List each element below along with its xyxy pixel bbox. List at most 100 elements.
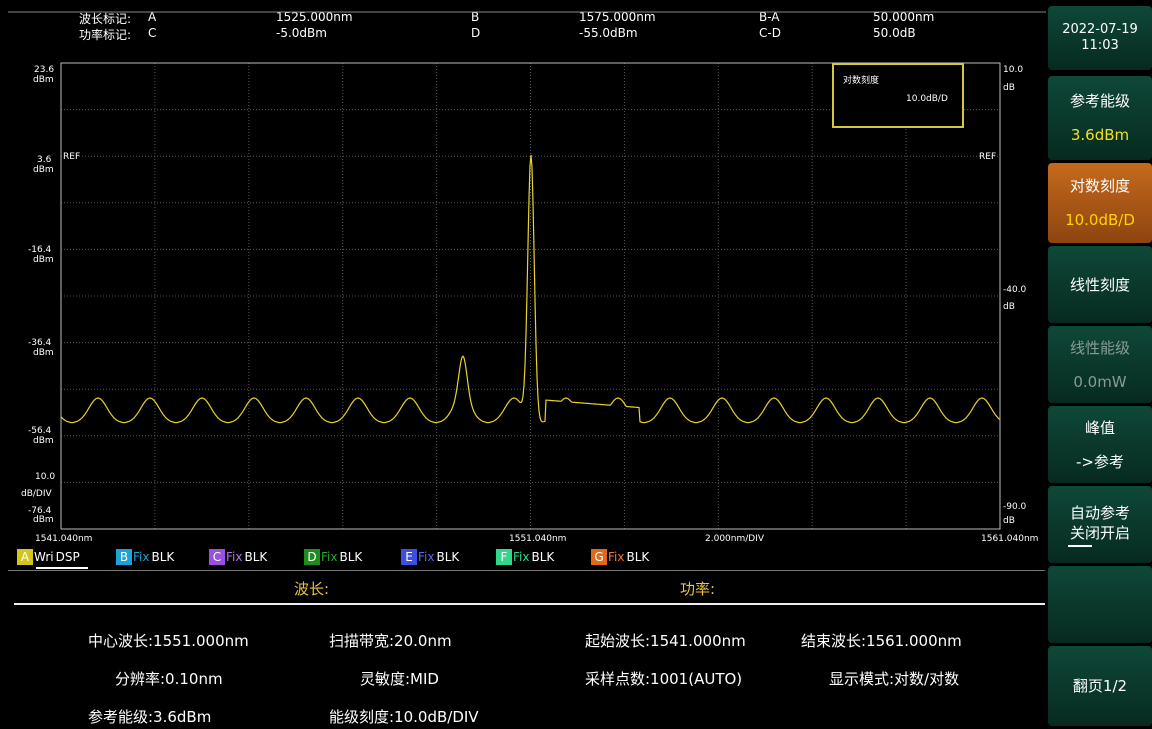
trace-d-tab[interactable]: D Fix BLK	[304, 548, 362, 566]
trace-letter: E	[401, 549, 417, 565]
trace-letter: B	[116, 549, 132, 565]
marker-c-name: C	[148, 26, 157, 40]
plot-grid	[61, 63, 1000, 529]
left-axis-tick-value: 3.6	[37, 155, 52, 165]
left-axis-tick-value: -56.4	[28, 426, 52, 436]
marker-cd-value: 50.0dB	[873, 26, 916, 40]
power-marker-label: 功率标记:	[79, 28, 132, 42]
sample-points: 采样点数:1001(AUTO)	[585, 670, 743, 688]
trace-a-tab[interactable]: A Wri DSP	[17, 548, 80, 566]
marker-d-name: D	[471, 26, 481, 40]
trace-c-tab[interactable]: C Fix BLK	[209, 548, 267, 566]
trace-status: BLK	[436, 550, 460, 564]
power-readout-label: 功率:	[680, 580, 716, 598]
marker-b-value: 1575.000nm	[579, 10, 656, 24]
right-axis-tick-unit: dB	[1003, 83, 1015, 93]
div-label-unit: dB/DIV	[21, 489, 53, 499]
resolution: 分辨率:0.10nm	[115, 670, 223, 688]
trace-mode: Fix	[226, 550, 243, 564]
trace-status: BLK	[244, 550, 268, 564]
trace-g-tab[interactable]: G Fix BLK	[591, 548, 649, 566]
left-axis-tick-unit: dBm	[33, 515, 54, 525]
marker-cd-name: C-D	[759, 26, 781, 40]
trace-mode: Fix	[608, 550, 625, 564]
peak-to-ref-button[interactable]: 峰值 ->参考	[1048, 406, 1152, 483]
marker-ba-name: B-A	[759, 10, 780, 24]
left-axis-tick-unit: dBm	[33, 436, 54, 446]
wavelength-marker-label: 波长标记:	[79, 12, 132, 26]
trace-mode: Fix	[418, 550, 435, 564]
trace-letter: F	[496, 549, 512, 565]
active-trace-underline	[36, 567, 88, 569]
linear-level-button[interactable]: 线性能级 0.0mW	[1048, 326, 1152, 403]
left-axis-tick-value: -16.4	[28, 245, 52, 255]
wavelength-readout-label: 波长:	[294, 580, 330, 598]
right-axis-tick-value: 10.0	[1003, 65, 1023, 75]
right-axis-tick-value: -90.0	[1003, 502, 1027, 512]
marker-ba-value: 50.000nm	[873, 10, 935, 24]
trace-b-tab[interactable]: B Fix BLK	[116, 548, 174, 566]
softkey-label: 线性刻度	[1069, 275, 1130, 294]
marker-c-value: -5.0dBm	[276, 26, 327, 40]
left-axis-tick-unit: dBm	[33, 165, 54, 175]
level-scale: 能级刻度:10.0dB/DIV	[329, 708, 479, 726]
spectrum-plot[interactable]: 23.6 dBm 3.6 dBm -16.4 dBm -36.4 dBm -56…	[0, 0, 1046, 548]
plot-frame	[60, 62, 1001, 530]
scan-span: 扫描带宽:20.0nm	[329, 632, 452, 650]
auto-ref-button[interactable]: 自动参考 关闭开启	[1048, 486, 1152, 563]
divider	[8, 570, 1045, 571]
x-center-label: 1551.040nm	[509, 534, 566, 544]
log-scale-button[interactable]: 对数刻度 10.0dB/D	[1048, 163, 1152, 243]
softkey-label: 参考能级	[1069, 92, 1130, 110]
trace-e-tab[interactable]: E Fix BLK	[401, 548, 459, 566]
trace-letter: C	[209, 549, 225, 565]
softkey-value: 10.0dB/D	[1065, 211, 1135, 229]
trace-letter: G	[591, 549, 607, 565]
x-end-label: 1561.040nm	[981, 534, 1038, 544]
trace-status: BLK	[626, 550, 650, 564]
ref-level-button[interactable]: 参考能级 3.6dBm	[1048, 76, 1152, 160]
softkey-label: 翻页1/2	[1072, 677, 1128, 695]
marker-a-name: A	[148, 10, 157, 24]
trace-status: DSP	[55, 550, 80, 564]
softkey-panel: 2022-07-19 11:03 参考能级 3.6dBm 对数刻度 10.0dB…	[1046, 0, 1152, 729]
display-mode: 显示模式:对数/对数	[829, 670, 960, 688]
softkey-label: 线性能级	[1069, 338, 1130, 357]
left-axis-tick-value: -36.4	[28, 338, 52, 348]
blank-softkey[interactable]	[1048, 566, 1152, 643]
x-div-label: 2.000nm/DIV	[705, 534, 765, 544]
left-axis-tick-unit: dBm	[33, 75, 54, 85]
left-axis-tick-value: 23.6	[34, 65, 54, 75]
div-label-value: 10.0	[35, 472, 55, 482]
linear-scale-button[interactable]: 线性刻度	[1048, 246, 1152, 323]
softkey-label: 对数刻度	[1069, 177, 1130, 195]
softkey-value: 0.0mW	[1073, 372, 1127, 391]
page-button[interactable]: 翻页1/2	[1048, 646, 1152, 726]
trace-mode: Fix	[133, 550, 150, 564]
trace-status: BLK	[531, 550, 555, 564]
trace-letter: D	[304, 549, 320, 565]
marker-d-value: -55.0dBm	[579, 26, 638, 40]
trace-status: BLK	[339, 550, 363, 564]
left-axis-tick-value: -76.4	[28, 506, 52, 516]
marker-b-name: B	[471, 10, 480, 24]
softkey-value: 3.6dBm	[1070, 126, 1130, 144]
datetime-display: 2022-07-19 11:03	[1048, 6, 1152, 70]
marker-a-value: 1525.000nm	[276, 10, 353, 24]
softkey-label: 自动参考	[1069, 503, 1130, 522]
trace-mode: Fix	[321, 550, 338, 564]
start-wavelength: 起始波长:1541.000nm	[585, 632, 746, 650]
trace-mode: Wri	[34, 550, 54, 564]
stop-wavelength: 结束波长:1561.000nm	[801, 632, 962, 650]
marker-header: 波长标记: A 1525.000nm B 1575.000nm B-A 50.0…	[8, 8, 1045, 50]
softkey-value: ->参考	[1076, 452, 1124, 471]
trace-f-tab[interactable]: F Fix BLK	[496, 548, 554, 566]
date-text: 2022-07-19	[1062, 22, 1138, 37]
right-axis-tick-unit: dB	[1003, 516, 1015, 526]
softkey-value: 关闭开启	[1069, 523, 1130, 542]
trace-status: BLK	[151, 550, 175, 564]
scale-box-title: 对数刻度	[843, 74, 879, 86]
center-wavelength: 中心波长:1551.000nm	[88, 632, 249, 650]
softkey-label: 峰值	[1084, 418, 1115, 437]
time-text: 11:03	[1081, 38, 1119, 53]
